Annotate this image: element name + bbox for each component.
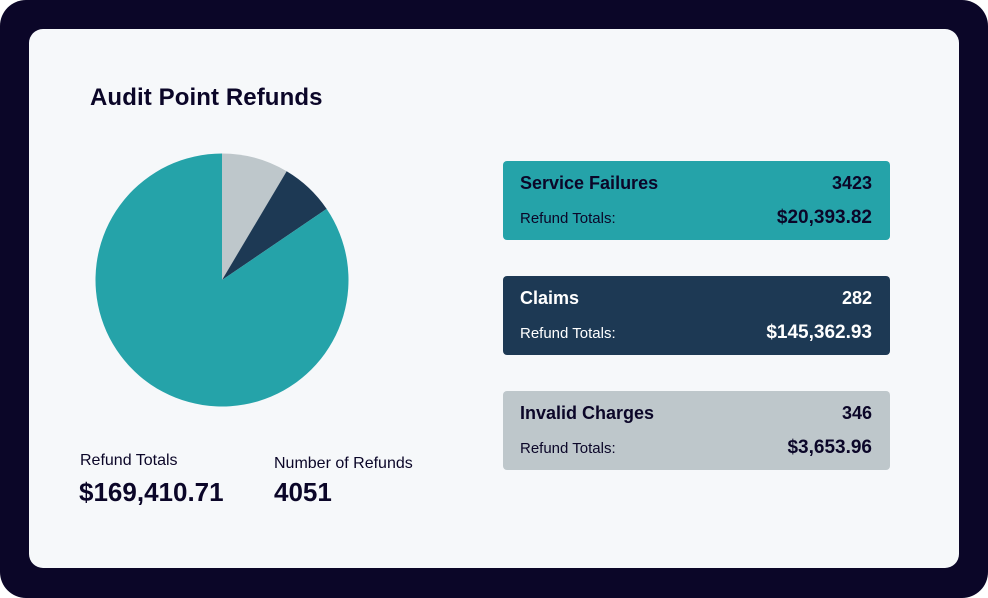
category-name: Service Failures bbox=[520, 173, 659, 193]
page-title: Audit Point Refunds bbox=[90, 84, 323, 111]
service-failures-card: Service Failures 3423 Refund Totals: $20… bbox=[503, 161, 890, 240]
claims-card: Claims 282 Refund Totals: $145,362.93 bbox=[503, 276, 890, 355]
pie-slice-claims bbox=[222, 171, 327, 280]
category-totals-label: Refund Totals: bbox=[520, 210, 616, 227]
category-count: 3423 bbox=[831, 173, 872, 193]
category-total: $3,653.96 bbox=[787, 437, 872, 458]
refunds-pie-chart bbox=[95, 153, 349, 407]
category-total: $145,362.93 bbox=[766, 322, 872, 343]
number-of-refunds-label: Number of Refunds bbox=[274, 455, 413, 472]
pie-slice-invalid-charges bbox=[222, 153, 287, 280]
number-of-refunds-value: 4051 bbox=[274, 477, 332, 507]
category-name: Invalid Charges bbox=[520, 403, 655, 423]
pie-slice-service-failures bbox=[95, 153, 349, 407]
category-name: Claims bbox=[520, 288, 580, 308]
invalid-charges-card: Invalid Charges 346 Refund Totals: $3,65… bbox=[503, 391, 890, 470]
refund-totals-label: Refund Totals bbox=[80, 452, 178, 469]
category-count: 282 bbox=[841, 288, 872, 308]
category-count: 346 bbox=[841, 403, 872, 423]
category-totals-label: Refund Totals: bbox=[520, 440, 616, 457]
refund-totals-value: $169,410.71 bbox=[79, 477, 224, 507]
category-total: $20,393.82 bbox=[776, 207, 872, 228]
category-totals-label: Refund Totals: bbox=[520, 325, 616, 342]
